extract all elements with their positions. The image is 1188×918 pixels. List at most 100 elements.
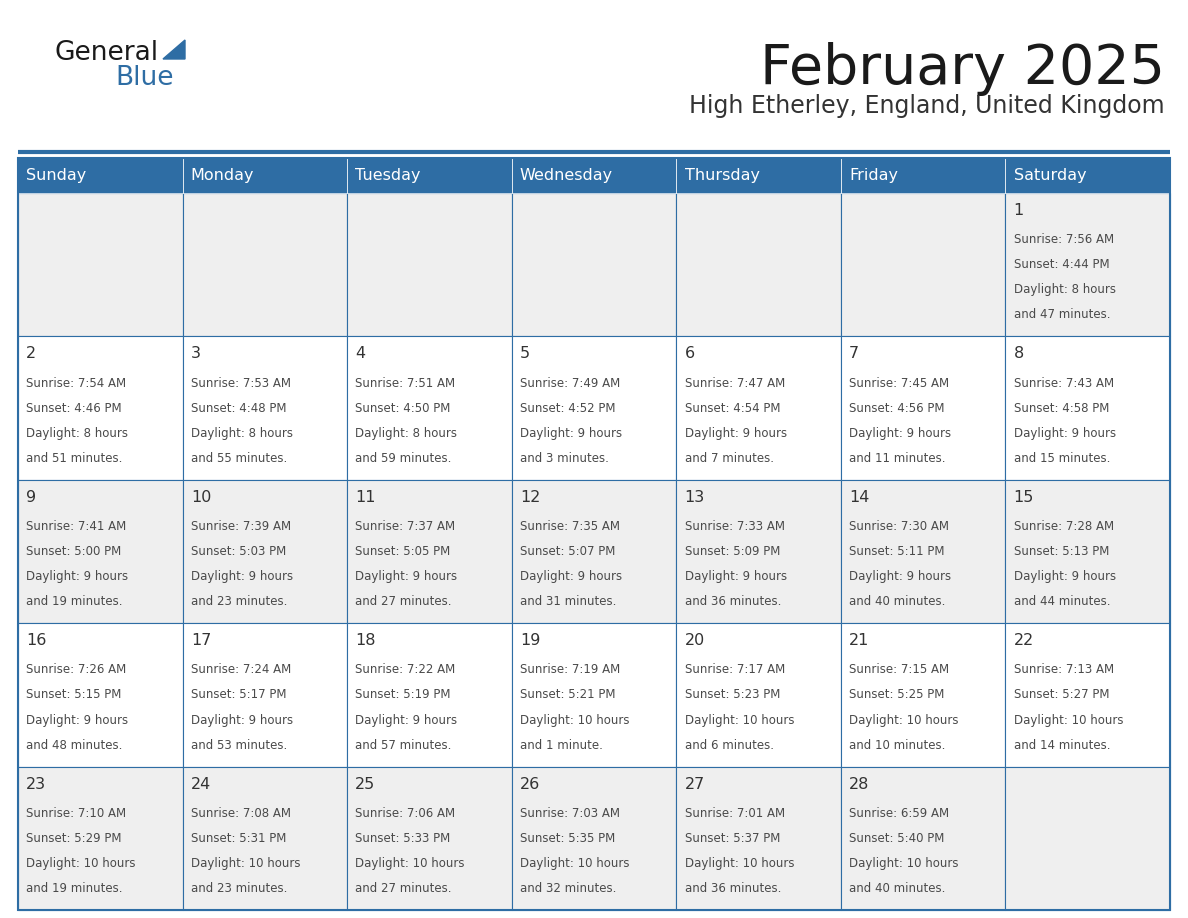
Text: and 36 minutes.: and 36 minutes. <box>684 595 781 609</box>
Bar <box>676 480 841 623</box>
Text: Thursday: Thursday <box>684 168 759 183</box>
Text: and 19 minutes.: and 19 minutes. <box>26 882 122 895</box>
Bar <box>18 158 1170 910</box>
Bar <box>676 623 841 767</box>
Text: Daylight: 9 hours: Daylight: 9 hours <box>26 570 128 583</box>
Text: and 27 minutes.: and 27 minutes. <box>355 595 451 609</box>
Text: Sunrise: 7:22 AM: Sunrise: 7:22 AM <box>355 664 456 677</box>
Bar <box>18 623 183 767</box>
Bar <box>512 158 676 193</box>
Text: Sunset: 5:37 PM: Sunset: 5:37 PM <box>684 832 779 845</box>
Text: Sunrise: 7:43 AM: Sunrise: 7:43 AM <box>1013 376 1114 389</box>
Text: Sunrise: 7:33 AM: Sunrise: 7:33 AM <box>684 520 784 533</box>
Text: Daylight: 10 hours: Daylight: 10 hours <box>1013 713 1123 726</box>
Text: Daylight: 9 hours: Daylight: 9 hours <box>684 427 786 440</box>
Text: Sunrise: 7:53 AM: Sunrise: 7:53 AM <box>191 376 291 389</box>
Bar <box>512 193 676 336</box>
Text: Daylight: 9 hours: Daylight: 9 hours <box>355 713 457 726</box>
Text: Sunset: 5:29 PM: Sunset: 5:29 PM <box>26 832 121 845</box>
Text: Tuesday: Tuesday <box>355 168 421 183</box>
Text: Sunset: 5:15 PM: Sunset: 5:15 PM <box>26 688 121 701</box>
Text: Sunset: 5:19 PM: Sunset: 5:19 PM <box>355 688 451 701</box>
Text: Sunrise: 7:03 AM: Sunrise: 7:03 AM <box>520 807 620 820</box>
Bar <box>347 623 512 767</box>
Text: Sunrise: 7:49 AM: Sunrise: 7:49 AM <box>520 376 620 389</box>
Text: Daylight: 10 hours: Daylight: 10 hours <box>520 856 630 870</box>
Text: Sunset: 5:27 PM: Sunset: 5:27 PM <box>1013 688 1110 701</box>
Text: Daylight: 8 hours: Daylight: 8 hours <box>355 427 457 440</box>
Text: Sunrise: 7:06 AM: Sunrise: 7:06 AM <box>355 807 455 820</box>
Text: Daylight: 10 hours: Daylight: 10 hours <box>355 856 465 870</box>
Text: and 3 minutes.: and 3 minutes. <box>520 452 608 465</box>
Text: and 32 minutes.: and 32 minutes. <box>520 882 617 895</box>
Bar <box>18 480 183 623</box>
Bar <box>1005 158 1170 193</box>
Text: 20: 20 <box>684 633 704 648</box>
Text: and 48 minutes.: and 48 minutes. <box>26 739 122 752</box>
Bar <box>347 158 512 193</box>
Text: Sunrise: 7:30 AM: Sunrise: 7:30 AM <box>849 520 949 533</box>
Text: Daylight: 9 hours: Daylight: 9 hours <box>1013 427 1116 440</box>
Text: 7: 7 <box>849 346 859 362</box>
Text: 19: 19 <box>520 633 541 648</box>
Bar <box>512 623 676 767</box>
Text: Sunrise: 7:26 AM: Sunrise: 7:26 AM <box>26 664 126 677</box>
Bar <box>512 480 676 623</box>
Bar <box>1005 480 1170 623</box>
Text: and 31 minutes.: and 31 minutes. <box>520 595 617 609</box>
Text: Sunset: 5:23 PM: Sunset: 5:23 PM <box>684 688 779 701</box>
Text: Daylight: 10 hours: Daylight: 10 hours <box>849 713 959 726</box>
Text: Sunrise: 7:56 AM: Sunrise: 7:56 AM <box>1013 233 1114 246</box>
Bar <box>18 336 183 480</box>
Text: Sunrise: 7:10 AM: Sunrise: 7:10 AM <box>26 807 126 820</box>
Text: 24: 24 <box>191 777 211 791</box>
Bar <box>183 158 347 193</box>
Text: Sunrise: 7:08 AM: Sunrise: 7:08 AM <box>191 807 291 820</box>
Text: Daylight: 9 hours: Daylight: 9 hours <box>520 427 623 440</box>
Text: and 19 minutes.: and 19 minutes. <box>26 595 122 609</box>
Text: and 1 minute.: and 1 minute. <box>520 739 602 752</box>
Text: and 10 minutes.: and 10 minutes. <box>849 739 946 752</box>
Text: Sunset: 5:40 PM: Sunset: 5:40 PM <box>849 832 944 845</box>
Bar <box>512 336 676 480</box>
Text: 1: 1 <box>1013 203 1024 218</box>
Bar <box>347 193 512 336</box>
Text: General: General <box>55 40 159 66</box>
Text: 26: 26 <box>520 777 541 791</box>
Text: 15: 15 <box>1013 490 1034 505</box>
Text: and 7 minutes.: and 7 minutes. <box>684 452 773 465</box>
Text: Daylight: 8 hours: Daylight: 8 hours <box>191 427 292 440</box>
Text: Sunset: 4:50 PM: Sunset: 4:50 PM <box>355 402 450 415</box>
Text: Sunrise: 7:19 AM: Sunrise: 7:19 AM <box>520 664 620 677</box>
Text: 11: 11 <box>355 490 375 505</box>
Text: 12: 12 <box>520 490 541 505</box>
Text: Sunrise: 7:41 AM: Sunrise: 7:41 AM <box>26 520 126 533</box>
Text: Sunrise: 7:39 AM: Sunrise: 7:39 AM <box>191 520 291 533</box>
Text: Monday: Monday <box>191 168 254 183</box>
Text: Sunset: 5:31 PM: Sunset: 5:31 PM <box>191 832 286 845</box>
Text: Sunset: 5:33 PM: Sunset: 5:33 PM <box>355 832 450 845</box>
Text: 5: 5 <box>520 346 530 362</box>
Text: Blue: Blue <box>115 65 173 91</box>
Text: 6: 6 <box>684 346 695 362</box>
Text: Sunset: 5:03 PM: Sunset: 5:03 PM <box>191 545 286 558</box>
Text: Sunrise: 7:17 AM: Sunrise: 7:17 AM <box>684 664 785 677</box>
Bar <box>18 193 183 336</box>
Text: Daylight: 10 hours: Daylight: 10 hours <box>849 856 959 870</box>
Text: Sunset: 4:44 PM: Sunset: 4:44 PM <box>1013 258 1110 271</box>
Text: and 11 minutes.: and 11 minutes. <box>849 452 946 465</box>
Bar <box>676 336 841 480</box>
Text: Sunset: 5:25 PM: Sunset: 5:25 PM <box>849 688 944 701</box>
Text: Sunrise: 7:54 AM: Sunrise: 7:54 AM <box>26 376 126 389</box>
Text: Daylight: 9 hours: Daylight: 9 hours <box>191 570 293 583</box>
Bar <box>183 336 347 480</box>
Text: Sunset: 5:17 PM: Sunset: 5:17 PM <box>191 688 286 701</box>
Text: Sunset: 5:05 PM: Sunset: 5:05 PM <box>355 545 450 558</box>
Text: Sunrise: 7:24 AM: Sunrise: 7:24 AM <box>191 664 291 677</box>
Bar <box>841 767 1005 910</box>
Text: High Etherley, England, United Kingdom: High Etherley, England, United Kingdom <box>689 94 1165 118</box>
Text: Sunset: 5:11 PM: Sunset: 5:11 PM <box>849 545 944 558</box>
Text: Daylight: 10 hours: Daylight: 10 hours <box>684 856 794 870</box>
Text: Daylight: 9 hours: Daylight: 9 hours <box>849 427 952 440</box>
Bar <box>1005 193 1170 336</box>
